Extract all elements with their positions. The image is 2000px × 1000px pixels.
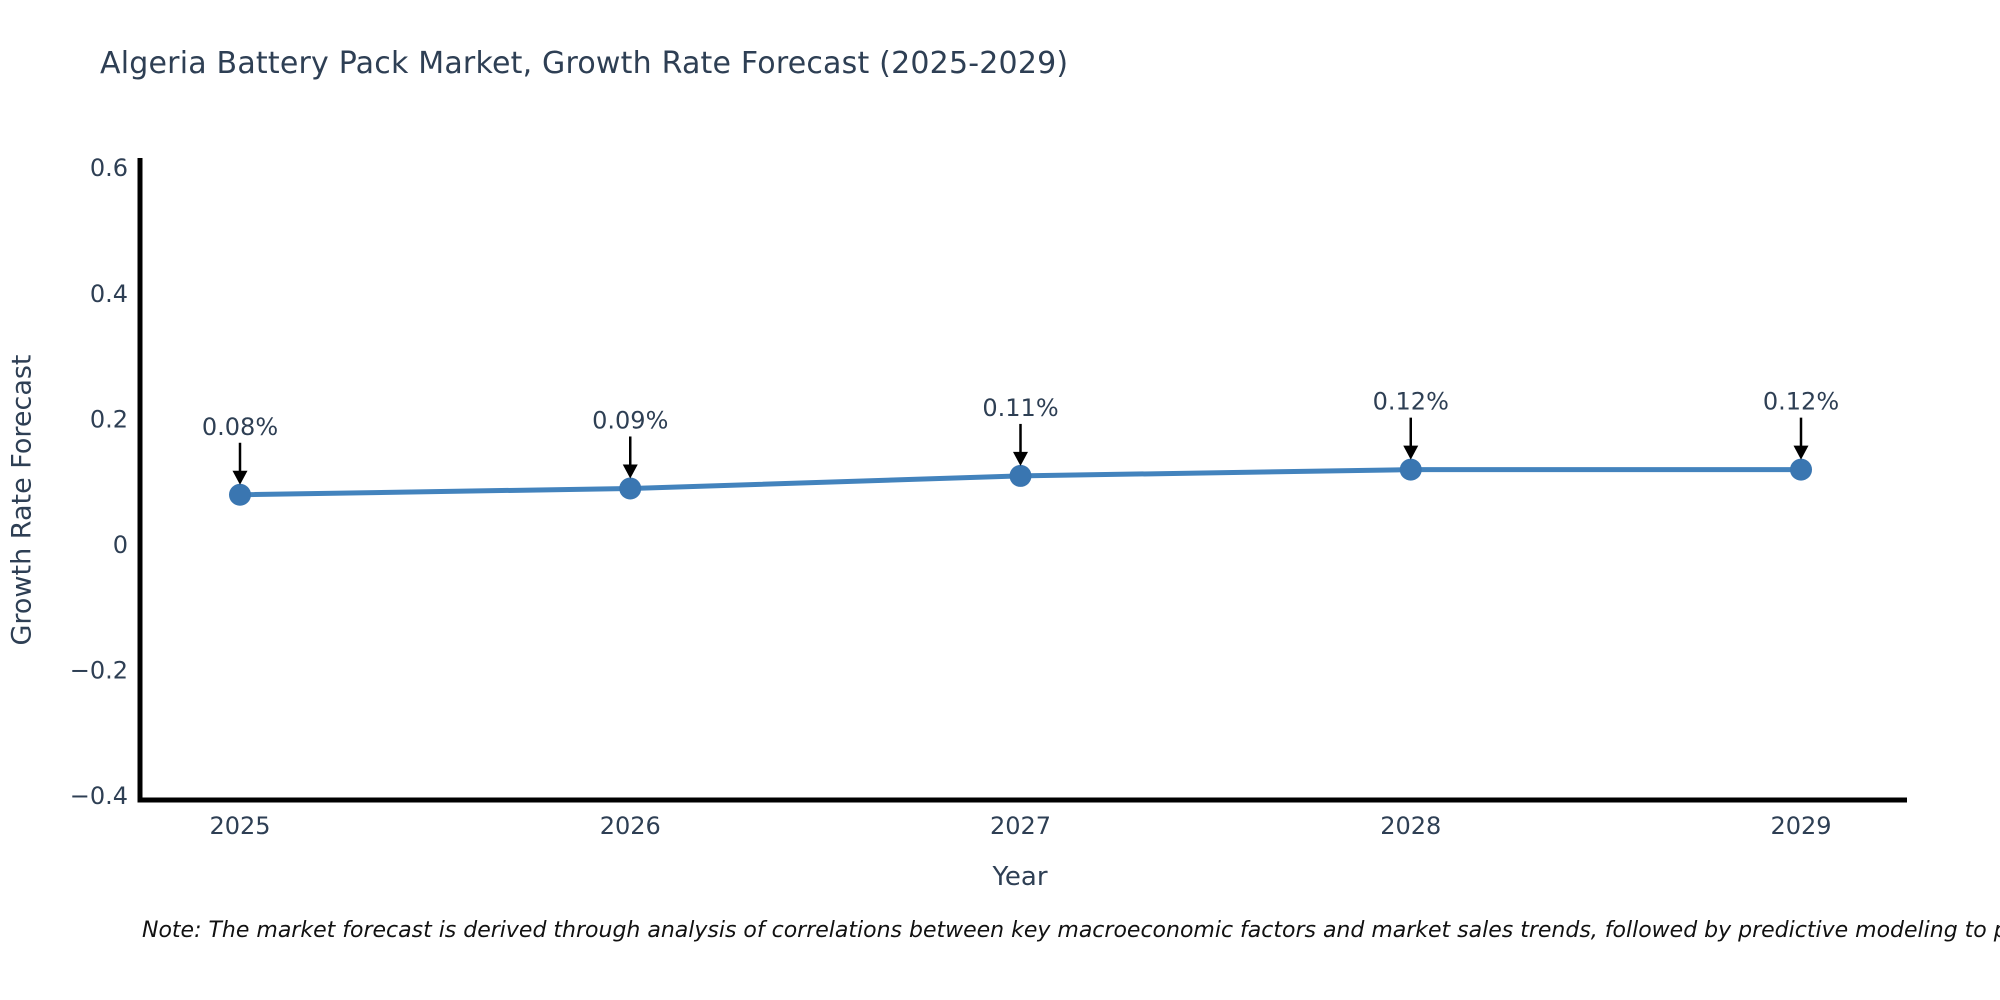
annotation-arrowhead xyxy=(622,464,638,479)
y-tick-label: 0.6 xyxy=(90,154,128,182)
data-point xyxy=(1009,464,1032,487)
annotation-arrowhead xyxy=(232,470,248,485)
data-point xyxy=(1399,458,1422,481)
x-tick-label: 2029 xyxy=(1770,812,1831,840)
annotation-arrowhead xyxy=(1793,445,1809,460)
data-point xyxy=(1790,458,1812,481)
annotation-arrowhead xyxy=(1013,451,1028,466)
footnote: Note: The market forecast is derived thr… xyxy=(142,918,2000,943)
data-label: 0.12% xyxy=(1763,388,1839,416)
x-tick-label: 2027 xyxy=(990,812,1051,840)
annotation-arrowhead xyxy=(1403,445,1419,460)
x-tick-label: 2028 xyxy=(1380,812,1441,840)
data-label: 0.12% xyxy=(1373,388,1449,416)
data-label: 0.09% xyxy=(592,406,668,434)
data-label: 0.08% xyxy=(202,413,278,441)
x-axis-title: Year xyxy=(992,862,1048,892)
data-point xyxy=(619,477,642,500)
y-tick-label: 0.2 xyxy=(90,405,128,433)
data-label: 0.11% xyxy=(982,394,1058,422)
chart-title: Algeria Battery Pack Market, Growth Rate… xyxy=(100,46,1069,81)
y-tick-label: 0 xyxy=(113,531,128,559)
x-tick-label: 2026 xyxy=(600,812,661,840)
y-tick-label: 0.4 xyxy=(90,280,128,308)
data-point xyxy=(229,483,251,506)
x-tick-label: 2025 xyxy=(209,812,270,840)
y-tick-label: −0.4 xyxy=(70,782,128,810)
y-tick-label: −0.2 xyxy=(70,657,128,685)
